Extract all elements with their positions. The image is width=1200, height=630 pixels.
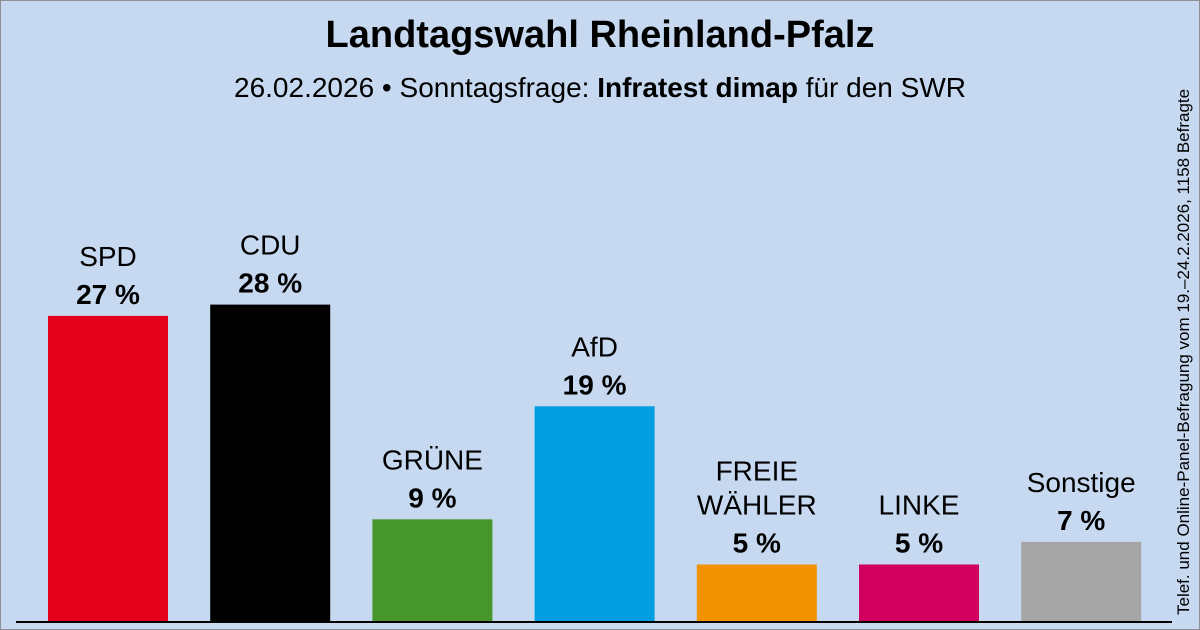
category-label-freie-wähler: FREIE [716, 456, 798, 487]
poll-date: 26.02.2026 [234, 72, 375, 103]
value-label-grüne: 9 % [408, 482, 456, 513]
bar-afd [534, 406, 655, 621]
value-label-spd: 27 % [76, 279, 140, 310]
bar-cdu [210, 304, 331, 621]
separator: • [381, 72, 392, 103]
bar-sonstige [1021, 541, 1142, 621]
subtitle-prefix: Sonntagsfrage: [399, 72, 590, 103]
value-label-cdu: 28 % [238, 268, 302, 299]
bar-grüne [372, 519, 493, 621]
category-label-cdu: CDU [240, 230, 301, 261]
category-label-linke: LINKE [879, 490, 960, 521]
subtitle-suffix: für den SWR [805, 72, 966, 103]
category-label-sonstige: Sonstige [1027, 467, 1136, 498]
bar-freie-wähler [696, 564, 817, 621]
value-label-afd: 19 % [563, 369, 627, 400]
category-label-grüne: GRÜNE [382, 444, 483, 475]
category-label-afd: AfD [571, 331, 618, 362]
value-label-linke: 5 % [895, 528, 943, 559]
value-label-freie-wähler: 5 % [733, 528, 781, 559]
category-label-spd: SPD [79, 241, 137, 272]
chart-subtitle: 26.02.2026 • Sonntagsfrage: Infratest di… [0, 72, 1200, 104]
institute-name: Infratest dimap [597, 72, 798, 103]
bar-spd [48, 315, 168, 621]
chart-title: Landtagswahl Rheinland-Pfalz [325, 14, 875, 56]
category-label-freie-wähler: WÄHLER [697, 490, 817, 521]
value-label-sonstige: 7 % [1057, 505, 1105, 536]
bar-linke [859, 564, 979, 621]
